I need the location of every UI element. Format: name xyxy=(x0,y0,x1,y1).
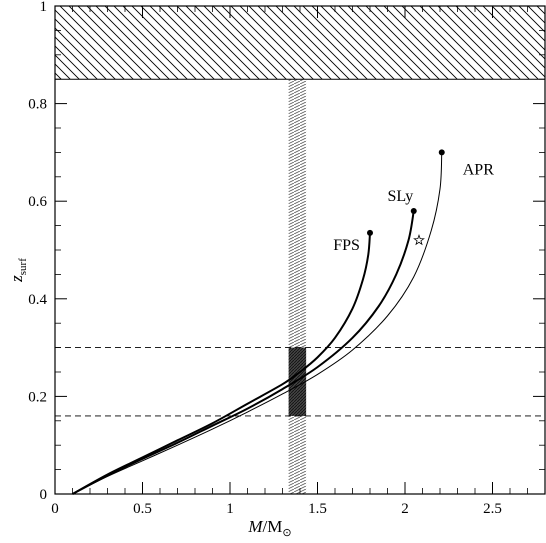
x-axis-title-sep: /M xyxy=(263,517,283,536)
curve-fps xyxy=(72,232,371,495)
x-tick-label-1: 0.5 xyxy=(133,501,152,517)
x-tick-label-3: 1.5 xyxy=(308,501,327,517)
x-tick-label-2: 1 xyxy=(226,501,234,517)
curves-layer xyxy=(72,149,445,495)
overlap-region-box xyxy=(288,347,307,416)
axes-layer: 0 0.5 1 1.5 2 2.5 0 0.2 0.4 0.6 0.8 1 xyxy=(28,0,546,517)
curve-label-sly: SLy xyxy=(388,188,414,205)
y-axis-title: zsurf xyxy=(7,258,29,283)
mass-constraint-band xyxy=(288,79,307,494)
excluded-region-band xyxy=(55,6,545,80)
y-tick-label-3: 0.6 xyxy=(28,194,47,210)
y-tick-label-4: 0.8 xyxy=(28,97,47,113)
labels-layer: FPS SLy APR xyxy=(333,161,494,254)
x-axis-title-main: M xyxy=(247,517,263,536)
x-axis-title: M/M⊙ xyxy=(247,517,291,539)
y-axis-title-main: z xyxy=(7,275,26,283)
x-tick-label-4: 2 xyxy=(401,501,409,517)
curve-end-dot-apr xyxy=(438,149,445,156)
curve-label-fps: FPS xyxy=(333,237,360,254)
y-axis-title-sub: surf xyxy=(17,258,29,275)
bands-layer xyxy=(55,6,545,494)
x-tick-label-0: 0 xyxy=(51,501,59,517)
y-tick-label-0: 0 xyxy=(40,487,48,503)
y-tick-label-5: 1 xyxy=(40,0,48,15)
curve-end-dot-sly xyxy=(410,207,417,214)
y-tick-label-2: 0.4 xyxy=(28,292,47,308)
curve-apr xyxy=(72,152,443,495)
y-tick-label-1: 0.2 xyxy=(28,389,47,405)
x-axis-title-sub: ⊙ xyxy=(282,527,291,539)
x-tick-label-5: 2.5 xyxy=(483,501,502,517)
curve-sly xyxy=(72,210,415,495)
apr-star-marker xyxy=(413,234,425,246)
curve-label-apr: APR xyxy=(463,161,494,178)
curve-end-dot-fps xyxy=(367,229,373,236)
